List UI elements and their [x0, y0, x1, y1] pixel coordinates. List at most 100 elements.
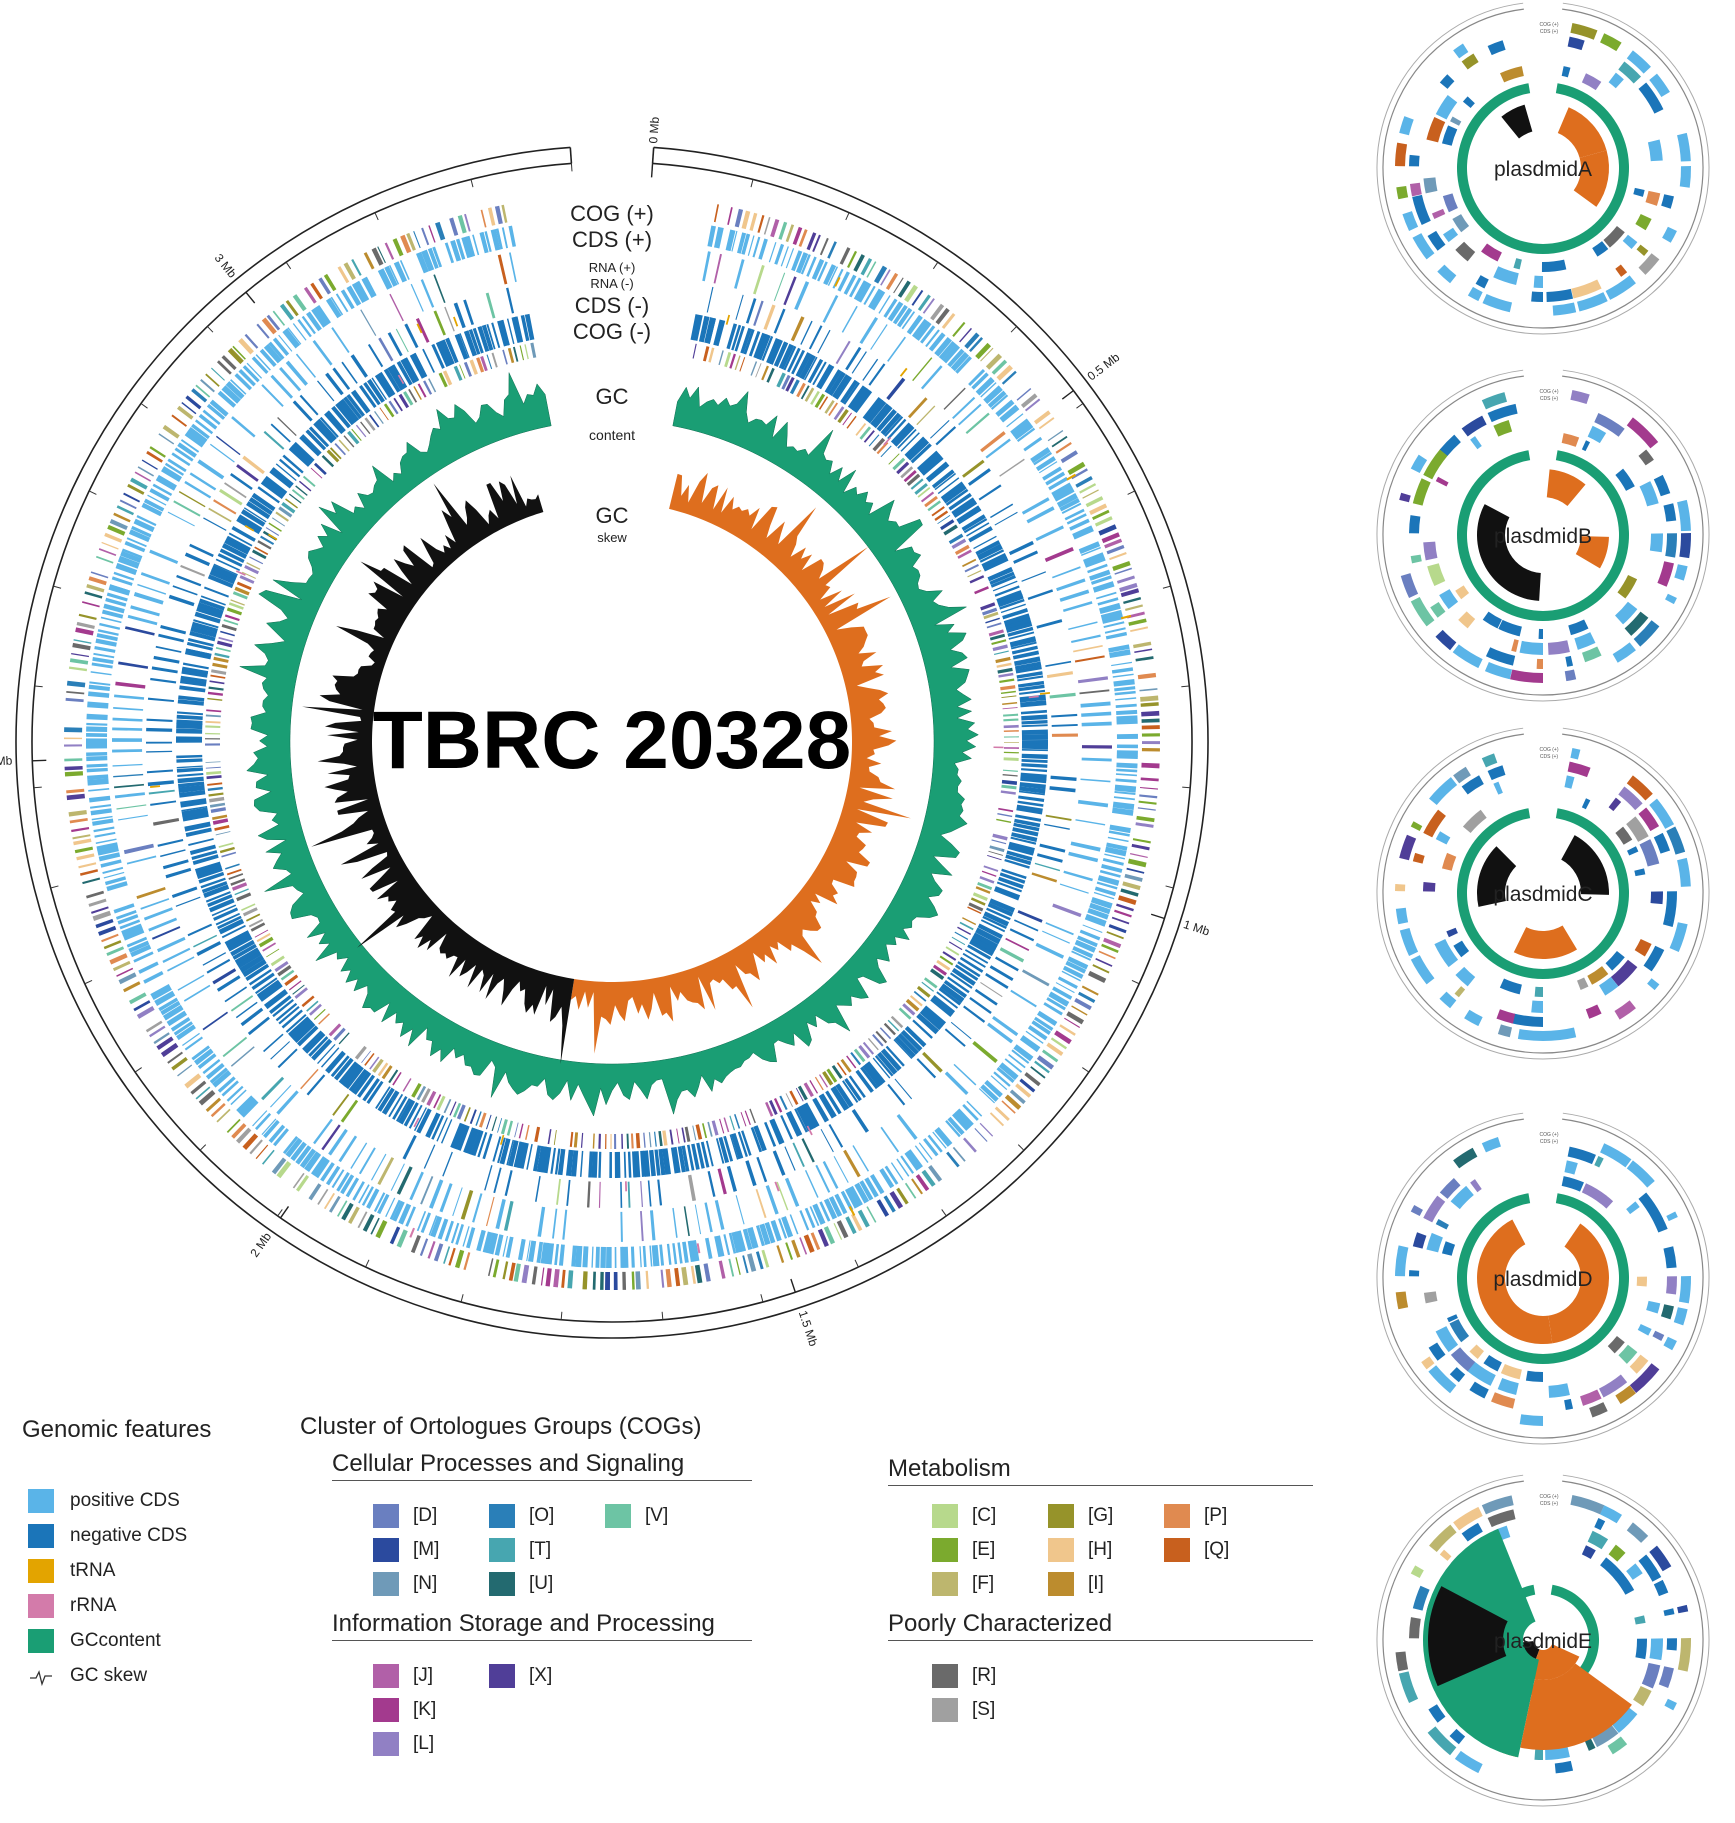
track-cds-minus-segment	[904, 436, 927, 459]
plasmid-gc-skew	[1561, 835, 1609, 895]
track-rna-mixed-segment	[887, 336, 906, 362]
track-cog-plus-segment	[521, 1264, 530, 1284]
track-cog-plus-segment	[133, 1000, 151, 1012]
track-cds-plus-segment	[121, 923, 143, 936]
track-cds-minus-sparse-segment	[202, 952, 227, 966]
track-cds-minus-sparse-segment	[763, 304, 776, 330]
track-rna-mixed-segment	[114, 792, 145, 799]
track-rna-mixed-segment	[285, 360, 308, 386]
track-cog-minus-segment	[914, 483, 928, 495]
track-rna-mixed-segment	[953, 1063, 977, 1086]
track-cds-minus-sparse-segment	[1021, 571, 1047, 582]
track-cds-plus-segment	[1061, 970, 1081, 982]
legend-swatch	[373, 1504, 399, 1528]
track-cds-minus-segment	[773, 341, 789, 367]
plasmid-feature	[1410, 1205, 1423, 1217]
track-rna-mixed-segment	[177, 974, 205, 991]
track-cds-minus-segment	[1018, 790, 1045, 796]
track-cds-minus-segment	[723, 1135, 734, 1162]
track-cds-minus-segment	[843, 382, 860, 405]
track-cds-plus-segment	[759, 1223, 771, 1246]
track-cog-minus-segment	[205, 738, 221, 740]
plasmid-feature	[1635, 1638, 1647, 1660]
track-cog-minus-segment	[744, 1110, 751, 1125]
track-cds-plus-segment	[1093, 891, 1115, 900]
track-cds-minus-segment	[615, 1151, 621, 1178]
plasmid-scale-ring	[1376, 727, 1710, 1060]
track-cds-minus-segment	[313, 421, 335, 444]
plasmid-name: plasdmidC	[1493, 883, 1592, 906]
track-cds-plus-segment	[995, 399, 1015, 417]
genomic-legend-item: GCcontent	[28, 1629, 161, 1653]
track-cog-plus-segment	[1046, 1042, 1064, 1056]
track-cds-minus-segment	[798, 1104, 816, 1131]
plasmid-feature	[1664, 1698, 1677, 1711]
track-cog-minus-segment	[291, 489, 305, 500]
track-cds-minus-segment	[260, 479, 285, 499]
plasmid-scale-ring	[1376, 2, 1710, 335]
plasmid-feature	[1461, 1522, 1483, 1542]
track-cds-plus-segment	[330, 296, 344, 316]
plasmid-feature	[1547, 640, 1570, 655]
plasmid-feature	[1513, 258, 1522, 270]
plasmid-feature	[1581, 73, 1602, 91]
plasmid-feature	[1612, 642, 1636, 663]
track-cog-plus-segment	[184, 1073, 202, 1089]
track-cds-plus-segment	[150, 984, 170, 996]
track-cds-minus-segment	[362, 1078, 380, 1102]
track-cds-minus-segment	[769, 339, 783, 365]
plasmid-feature	[1679, 166, 1692, 188]
track-cds-minus-segment	[403, 1102, 419, 1127]
track-cds-plus-segment	[197, 1053, 217, 1070]
track-cds-minus-segment	[907, 439, 930, 461]
track-cds-minus-segment	[176, 711, 204, 716]
track-cds-minus-segment	[177, 776, 204, 784]
track-rna-mixed-segment	[231, 416, 256, 438]
track-cds-plus-segment	[346, 285, 362, 307]
cog-legend-item: [C]	[932, 1504, 996, 1528]
track-cds-minus-segment	[224, 537, 250, 555]
track-cog-minus-segment	[1004, 742, 1020, 744]
scale-minor-tick	[34, 685, 43, 688]
track-cog-plus-segment	[337, 266, 350, 284]
track-cds-minus-segment	[272, 467, 294, 486]
track-rna-mixed-segment	[734, 259, 745, 289]
track-rna-mixed-segment	[714, 1199, 725, 1230]
track-cds-minus-sparse-segment	[175, 896, 201, 907]
track-cds-plus-segment	[428, 1215, 438, 1236]
track-cog-plus-segment	[1020, 393, 1038, 409]
track-cds-plus-segment	[853, 280, 869, 301]
track-cog-minus-segment	[254, 929, 269, 938]
track-cds-minus-segment	[964, 949, 989, 964]
track-cds-plus-segment	[781, 1216, 794, 1238]
track-cog-minus-segment	[1003, 757, 1019, 761]
track-cds-minus-segment	[176, 754, 203, 759]
track-rna-mixed-segment	[822, 1161, 839, 1189]
cog-legend-item: [L]	[373, 1732, 434, 1756]
track-rna-mixed-segment	[822, 294, 839, 323]
track-cds-plus-segment	[126, 537, 147, 548]
legend-label: [P]	[1204, 1505, 1228, 1526]
track-cog-minus-segment	[388, 1069, 399, 1084]
plasmid-feature	[1614, 1000, 1636, 1020]
track-cds-plus-segment	[466, 1227, 476, 1249]
track-cog-plus-segment	[210, 1103, 226, 1118]
track-cds-plus-segment	[1006, 413, 1024, 428]
track-cds-minus-segment	[338, 1061, 358, 1084]
track-cds-minus-segment	[497, 319, 510, 347]
track-cds-minus-sparse-segment	[974, 988, 998, 1006]
plasmid-gc-skew	[1557, 107, 1607, 158]
track-cds-plus-segment	[108, 584, 131, 596]
legend-label: [L]	[413, 1733, 435, 1754]
track-cds-minus-segment	[350, 389, 371, 414]
track-cds-plus-segment	[97, 629, 119, 636]
plasmid-track-label: COG (+)	[1539, 389, 1558, 395]
track-cds-plus-segment	[273, 1128, 289, 1147]
track-cog-plus-segment	[303, 286, 317, 304]
track-cog-plus-segment	[323, 1192, 335, 1210]
legend-swatch	[28, 1629, 54, 1653]
plasmid-feature	[1626, 775, 1653, 801]
track-cog-plus-segment	[457, 214, 467, 234]
track-cog-minus-segment	[868, 434, 880, 447]
plasmid-feature	[1493, 266, 1519, 285]
